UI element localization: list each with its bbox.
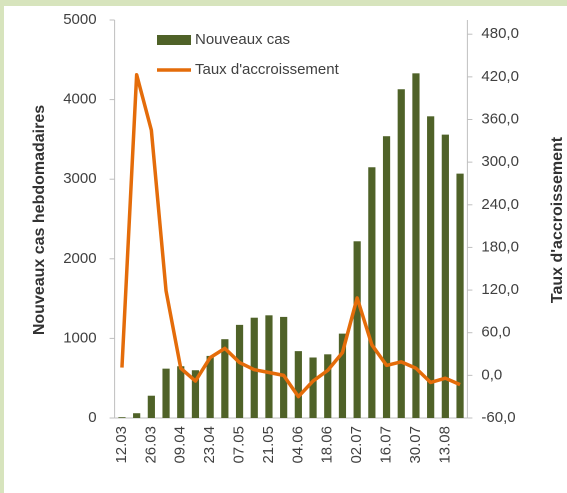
x-tick-label: 07.05 bbox=[231, 426, 248, 464]
y-tick-label: 5000 bbox=[63, 11, 96, 28]
bar bbox=[162, 368, 170, 418]
y-tick-label: 1000 bbox=[63, 329, 96, 346]
y2-tick-label: 240,0 bbox=[481, 196, 519, 213]
y-tick-label: 3000 bbox=[63, 170, 96, 187]
x-tick-label: 30.07 bbox=[407, 426, 424, 464]
bar bbox=[412, 73, 420, 418]
bar bbox=[441, 134, 449, 418]
y-tick-label: 4000 bbox=[63, 91, 96, 108]
bar bbox=[147, 395, 155, 418]
x-tick-label: 21.05 bbox=[260, 426, 277, 464]
x-tick-label: 23.04 bbox=[201, 426, 218, 464]
y2-tick-label: 480,0 bbox=[481, 25, 519, 42]
line bbox=[120, 72, 461, 399]
bar bbox=[280, 316, 288, 418]
y2-tick-label: 60,0 bbox=[481, 324, 510, 341]
y-tick-label: 2000 bbox=[63, 250, 96, 267]
x-tick-label: 16.07 bbox=[378, 426, 395, 464]
y2-tick-label: 420,0 bbox=[481, 68, 519, 85]
bar bbox=[456, 173, 464, 418]
y-tick-label: 0 bbox=[88, 409, 96, 426]
y2-tick-label: 120,0 bbox=[481, 281, 519, 298]
bar bbox=[294, 351, 302, 418]
legend-swatch bbox=[157, 35, 191, 45]
legend-label: Taux d'accroissement bbox=[195, 61, 340, 78]
x-tick-label: 13.08 bbox=[436, 426, 453, 464]
x-tick-label: 09.04 bbox=[172, 426, 189, 464]
left-band bbox=[0, 0, 4, 493]
bar bbox=[177, 366, 185, 418]
bar bbox=[309, 357, 317, 418]
bar bbox=[118, 417, 126, 418]
bar bbox=[382, 136, 391, 418]
y2-tick-label: -60,0 bbox=[481, 409, 515, 426]
y2-tick-label: 0,0 bbox=[481, 366, 502, 383]
bar bbox=[427, 116, 435, 418]
bar bbox=[265, 315, 273, 418]
bar bbox=[353, 241, 361, 418]
y2-tick-label: 180,0 bbox=[481, 238, 519, 255]
bar bbox=[191, 370, 200, 418]
bar bbox=[324, 354, 332, 418]
bar bbox=[235, 324, 244, 418]
bar bbox=[221, 339, 229, 418]
top-band bbox=[0, 0, 567, 6]
y-axis-title: Nouveaux cas hebdomadaires bbox=[31, 105, 48, 335]
y2-tick-label: 360,0 bbox=[481, 110, 519, 127]
x-tick-label: 18.06 bbox=[319, 426, 336, 464]
x-tick-label: 26.03 bbox=[142, 426, 159, 464]
bar bbox=[133, 413, 141, 418]
y2-tick-label: 300,0 bbox=[481, 153, 519, 170]
bar bbox=[368, 167, 376, 418]
x-tick-label: 12.03 bbox=[113, 426, 130, 464]
bar bbox=[338, 333, 347, 418]
x-tick-label: 04.06 bbox=[289, 426, 306, 464]
legend-label: Nouveaux cas bbox=[195, 31, 290, 48]
bar bbox=[206, 355, 214, 418]
y2-axis-title: Taux d'accroissement bbox=[549, 136, 566, 303]
x-tick-label: 02.07 bbox=[348, 426, 365, 464]
bar bbox=[397, 89, 405, 418]
